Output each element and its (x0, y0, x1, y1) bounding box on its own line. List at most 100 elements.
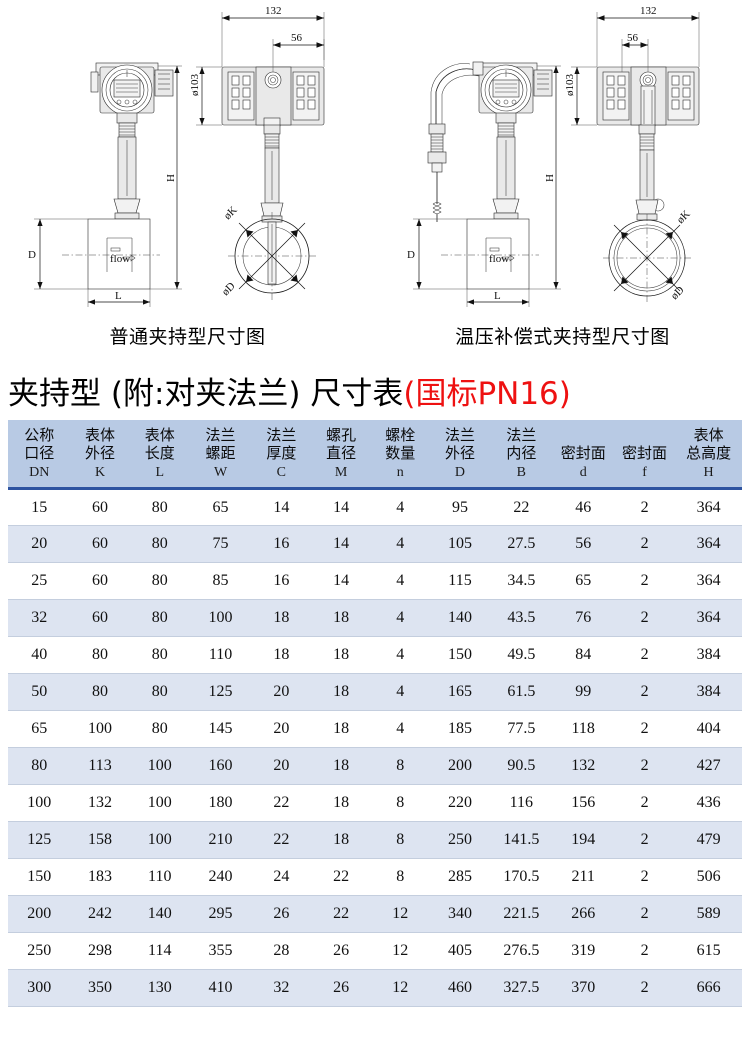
dimension-H-left: H (150, 65, 182, 290)
header-line1: 螺孔 (326, 426, 357, 444)
table-cell-d: 118 (552, 710, 614, 748)
table-row: 250 298 114 355 28 26 12 405 276.5 319 2 615 (8, 932, 742, 970)
dim-label-D: D (28, 249, 36, 261)
table-cell-D: 140 (429, 599, 491, 637)
header-symbol: B (516, 465, 526, 480)
table-cell-d: 46 (552, 488, 614, 526)
dim-label-132: 132 (265, 5, 282, 17)
header-line1: 法兰 (506, 426, 537, 444)
table-row: 200 242 140 295 26 22 12 340 221.5 266 2 589 (8, 895, 742, 933)
dim-label-D-comp: D (407, 249, 415, 261)
transmitter-head-side (221, 66, 325, 127)
table-cell-D: 220 (429, 784, 491, 822)
table-cell-K: 60 (70, 525, 130, 563)
table-cell-W: 65 (189, 488, 252, 526)
table-header-cell-L: 表体 长度 L (129, 420, 190, 489)
dim-label-L-comp: L (494, 290, 501, 302)
table-cell-K: 80 (70, 636, 130, 674)
table-cell-C: 22 (251, 821, 312, 859)
header-line1: 法兰 (444, 426, 475, 444)
table-cell-M: 26 (311, 969, 371, 1007)
table-cell-H: 384 (675, 673, 742, 711)
table-cell-H: 384 (675, 636, 742, 674)
table-cell-DN: 65 (8, 710, 71, 748)
table-cell-D: 165 (429, 673, 491, 711)
table-cell-B: 77.5 (490, 710, 553, 748)
transmitter-head-front (90, 62, 174, 116)
header-symbol: DN (29, 465, 50, 480)
table-cell-f: 2 (613, 525, 676, 563)
header-line2: 外径 (444, 444, 475, 462)
table-cell-H: 506 (675, 858, 742, 896)
table-cell-B: 141.5 (490, 821, 553, 859)
table-cell-D: 250 (429, 821, 491, 859)
table-cell-M: 22 (311, 858, 371, 896)
table-cell-K: 80 (70, 673, 130, 711)
table-cell-DN: 32 (8, 599, 71, 637)
header-line2: 数量 (385, 444, 416, 462)
transmitter-head-side-comp (596, 66, 700, 127)
table-cell-H: 364 (675, 562, 742, 600)
table-cell-D: 460 (429, 969, 491, 1007)
header-line2: 密封面 (622, 444, 668, 462)
table-header-cell-W: 法兰 螺距 W (189, 420, 252, 489)
table-cell-D: 340 (429, 895, 491, 933)
table-cell-C: 16 (251, 562, 312, 600)
table-cell-L: 80 (129, 562, 190, 600)
header-line2: 内径 (506, 444, 537, 462)
table-row: 15 60 80 65 14 14 4 95 22 46 2 364 (8, 488, 742, 526)
table-cell-DN: 80 (8, 747, 71, 785)
dimension-132-right: 132 (596, 5, 700, 67)
table-cell-L: 80 (129, 710, 190, 748)
table-cell-n: 12 (370, 932, 430, 970)
table-cell-f: 2 (613, 784, 676, 822)
header-line1: 表体 (144, 426, 175, 444)
header-line2: 总高度 (686, 444, 732, 462)
table-cell-W: 240 (189, 858, 252, 896)
dimension-L-left: L (87, 289, 151, 307)
table-cell-B: 327.5 (490, 969, 553, 1007)
table-cell-D: 405 (429, 932, 491, 970)
table-cell-B: 276.5 (490, 932, 553, 970)
header-line2: 外径 (85, 444, 116, 462)
page-title: 夹持型 (附:对夹法兰) 尺寸表 (国标PN16) (8, 366, 750, 414)
table-row: 80 113 100 160 20 18 8 200 90.5 132 2 427 (8, 747, 742, 785)
table-cell-M: 18 (311, 821, 371, 859)
drawing-panel-standard: flow D (0, 0, 375, 368)
table-cell-B: 22 (490, 488, 553, 526)
table-cell-C: 18 (251, 599, 312, 637)
dim-label-L: L (115, 290, 122, 302)
header-symbol: K (94, 465, 106, 480)
table-cell-C: 28 (251, 932, 312, 970)
table-cell-H: 436 (675, 784, 742, 822)
table-cell-f: 2 (613, 710, 676, 748)
table-cell-d: 319 (552, 932, 614, 970)
table-cell-W: 180 (189, 784, 252, 822)
table-cell-DN: 50 (8, 673, 71, 711)
header-line2: 密封面 (560, 444, 606, 462)
table-header-cell-DN: 公称 口径 DN (8, 420, 71, 489)
table-cell-M: 14 (311, 488, 371, 526)
header-line1: 表体 (85, 426, 116, 444)
header-line1: 公称 (24, 426, 55, 444)
table-cell-H: 666 (675, 969, 742, 1007)
dimension-103-right: ø103 (564, 66, 597, 126)
drawings-section: flow D (0, 0, 750, 368)
stem-front-comp (492, 112, 520, 220)
table-cell-W: 355 (189, 932, 252, 970)
page-title-standard-badge: (国标PN16) (403, 375, 571, 412)
table-cell-H: 364 (675, 599, 742, 637)
header-symbol: C (276, 465, 287, 480)
header-symbol: W (213, 465, 228, 480)
table-row: 32 60 80 100 18 18 4 140 43.5 76 2 364 (8, 599, 742, 637)
table-cell-n: 4 (370, 673, 430, 711)
table-cell-C: 14 (251, 488, 312, 526)
table-header-cell-D: 法兰 外径 D (429, 420, 491, 489)
dim-label-103: ø103 (189, 74, 201, 97)
table-cell-n: 12 (370, 969, 430, 1007)
stem-side (260, 124, 284, 223)
dimension-H-right: H (529, 65, 561, 290)
svg-text:flow: flow (489, 253, 509, 265)
stem-side-comp (635, 124, 665, 221)
